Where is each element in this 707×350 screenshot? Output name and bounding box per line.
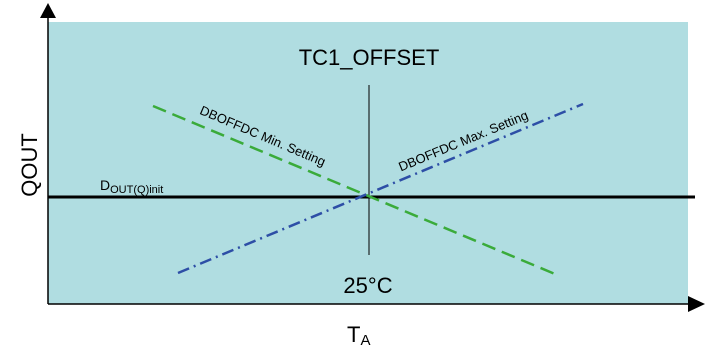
min-setting-line [152, 104, 556, 276]
diagram-title: TC1_OFFSET [299, 45, 440, 70]
x-axis-label: TA [347, 322, 370, 349]
y-axis-label: QOUT [17, 133, 42, 197]
x-axis-label-sub: A [360, 332, 370, 349]
baseline-label-main: D [100, 177, 110, 193]
plot-area [48, 22, 688, 304]
y-axis-arrow [40, 3, 56, 18]
x-axis-label-main: T [347, 322, 360, 347]
baseline-label-sub: OUT(Q)init [110, 184, 163, 196]
baseline-label: DOUT(Q)init [100, 177, 163, 196]
max-setting-line [177, 102, 584, 275]
center-temp-label: 25°C [343, 273, 392, 298]
x-axis-arrow [688, 296, 705, 312]
